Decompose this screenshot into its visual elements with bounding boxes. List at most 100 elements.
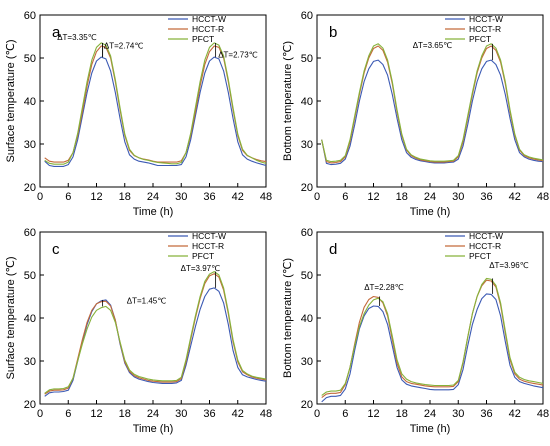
x-tick-label: 24 (424, 191, 436, 203)
delta-t-annotation: ΔT=3.97℃ (181, 264, 220, 273)
y-tick-label: 50 (301, 53, 313, 65)
y-axis-label: Surface temperature (℃) (5, 39, 17, 162)
panel-label: a (52, 24, 61, 41)
x-tick-label: 42 (509, 191, 521, 203)
chart-panel-a: 0 6 12 18 24 30 36 42 48 20 30 40 50 60 Time (h) Surfac… (5, 10, 272, 218)
y-axis-label: Bottom temperature (℃) (282, 258, 294, 378)
delta-t-annotation: ΔT=3.65℃ (413, 41, 452, 50)
y-axis-label: Surface temperature (℃) (5, 256, 17, 379)
x-tick-label: 6 (342, 408, 348, 420)
legend-entry: PFCT (192, 34, 214, 44)
y-tick-label: 60 (24, 10, 36, 22)
legend-entry: PFCT (469, 251, 491, 261)
x-tick-label: 12 (90, 191, 102, 203)
panel-label: b (329, 24, 337, 41)
y-tick-label: 30 (24, 356, 36, 368)
x-tick-label: 42 (232, 408, 244, 420)
y-tick-label: 60 (24, 227, 36, 239)
x-tick-label: 18 (119, 191, 131, 203)
delta-t-annotation: ΔT=2.74℃ (104, 41, 143, 50)
panel-label: c (52, 241, 60, 258)
chart-panel-b: 0 6 12 18 24 30 36 42 48 20 30 40 50 60 Time (h) Bottom… (282, 10, 549, 218)
legend-entry: HCCT-W (469, 231, 503, 241)
y-tick-label: 40 (24, 96, 36, 108)
legend-entry: PFCT (192, 251, 214, 261)
y-tick-label: 40 (301, 96, 313, 108)
y-tick-label: 20 (24, 399, 36, 411)
x-tick-label: 12 (367, 191, 379, 203)
delta-t-annotation: ΔT=2.73℃ (218, 51, 257, 60)
x-tick-label: 36 (203, 191, 215, 203)
series-line-pfct (44, 42, 267, 165)
delta-t-annotation: ΔT=1.45℃ (127, 297, 166, 306)
y-tick-label: 20 (301, 182, 313, 194)
x-tick-label: 48 (260, 408, 272, 420)
x-tick-label: 0 (37, 191, 43, 203)
series-line-hcct-w (321, 293, 544, 403)
y-tick-label: 60 (301, 227, 313, 239)
legend-entry: PFCT (469, 34, 491, 44)
y-tick-label: 50 (24, 53, 36, 65)
delta-t-annotation: ΔT=2.28℃ (364, 283, 403, 292)
series-line-hcct-w (44, 56, 267, 167)
y-tick-label: 40 (24, 313, 36, 325)
x-tick-label: 30 (175, 191, 187, 203)
series-line-hcct-w (321, 59, 544, 166)
delta-t-annotation: ΔT=3.35℃ (57, 33, 96, 42)
x-tick-label: 6 (342, 191, 348, 203)
series-line-hcct-r (321, 279, 544, 399)
panel-label: d (329, 241, 337, 258)
delta-t-annotation: ΔT=3.96℃ (489, 261, 528, 270)
plot-frame (316, 231, 544, 405)
x-tick-label: 36 (480, 191, 492, 203)
x-tick-label: 24 (147, 191, 159, 203)
y-tick-label: 40 (301, 313, 313, 325)
series-line-pfct (44, 271, 267, 394)
legend-entry: HCCT-R (192, 24, 224, 34)
x-axis-label: Time (h) (410, 206, 451, 218)
y-tick-label: 30 (301, 139, 313, 151)
series-line-hcct-r (321, 45, 544, 164)
legend-entry: HCCT-W (469, 14, 503, 24)
y-tick-label: 20 (24, 182, 36, 194)
legend-entry: HCCT-W (192, 14, 226, 24)
legend-entry: HCCT-W (192, 231, 226, 241)
x-tick-label: 24 (147, 408, 159, 420)
legend-entry: HCCT-R (192, 241, 224, 251)
x-tick-label: 12 (367, 408, 379, 420)
y-tick-label: 30 (24, 139, 36, 151)
chart-panel-d: 0 6 12 18 24 30 36 42 48 20 30 40 50 60 Time (h) Bottom… (282, 227, 549, 435)
x-tick-label: 6 (65, 191, 71, 203)
x-tick-label: 6 (65, 408, 71, 420)
x-tick-label: 36 (203, 408, 215, 420)
x-axis-label: Time (h) (133, 423, 174, 435)
y-tick-label: 20 (301, 399, 313, 411)
chart-panel-c: 0 6 12 18 24 30 36 42 48 20 30 40 50 60 Time (h) Surfac… (5, 227, 272, 435)
legend-entry: HCCT-R (469, 241, 501, 251)
y-tick-label: 50 (24, 270, 36, 282)
y-tick-label: 50 (301, 270, 313, 282)
x-tick-label: 36 (480, 408, 492, 420)
x-tick-label: 30 (452, 191, 464, 203)
series-line-pfct (321, 43, 544, 163)
x-tick-label: 30 (452, 408, 464, 420)
x-tick-label: 48 (537, 408, 549, 420)
x-axis-label: Time (h) (133, 206, 174, 218)
y-axis-label: Bottom temperature (℃) (282, 41, 294, 161)
legend-entry: HCCT-R (469, 24, 501, 34)
x-tick-label: 18 (119, 408, 131, 420)
x-tick-label: 0 (314, 191, 320, 203)
x-tick-label: 48 (260, 191, 272, 203)
series-line-pfct (321, 277, 544, 396)
x-tick-label: 12 (90, 408, 102, 420)
y-tick-label: 60 (301, 10, 313, 22)
x-axis-label: Time (h) (410, 423, 451, 435)
x-tick-label: 18 (396, 191, 408, 203)
y-tick-label: 30 (301, 356, 313, 368)
x-tick-label: 42 (232, 191, 244, 203)
x-tick-label: 0 (314, 408, 320, 420)
x-tick-label: 42 (509, 408, 521, 420)
x-tick-label: 30 (175, 408, 187, 420)
x-tick-label: 24 (424, 408, 436, 420)
